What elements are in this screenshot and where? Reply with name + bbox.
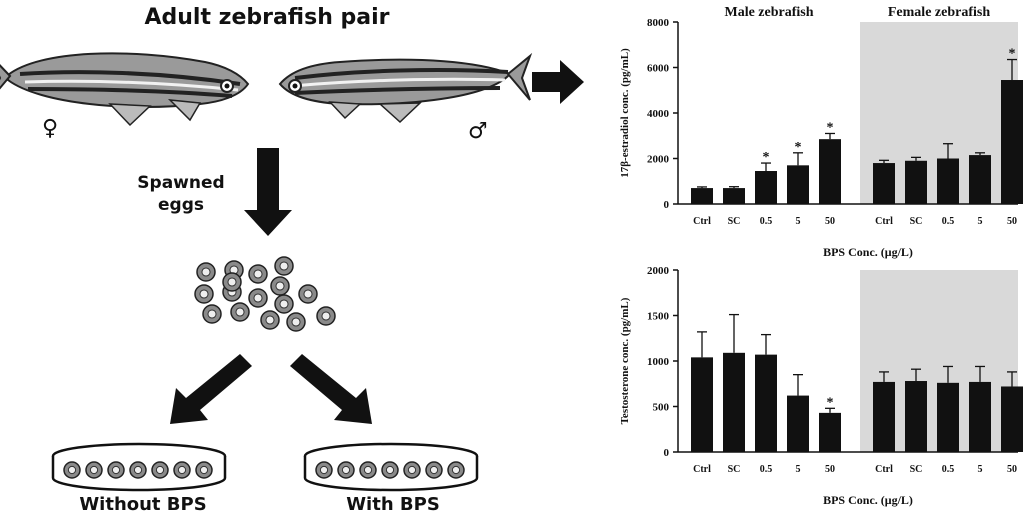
y-axis-label: Testosterone conc. (pg/mL)	[619, 297, 631, 424]
female-symbol: ♀	[42, 116, 58, 141]
category-label: SC	[728, 216, 741, 227]
category-label: SC	[910, 216, 923, 227]
experiment-illustration: Adult zebrafish pair ♀ ♂ Spawned eggs	[0, 5, 584, 512]
category-label: 50	[825, 216, 835, 227]
y-tick-label: 6000	[647, 63, 670, 75]
male-symbol: ♂	[468, 119, 488, 144]
testosterone-chart: 0 500 1000 1500 2000 Testosterone conc. (pg/m…	[619, 265, 1023, 507]
male-fish-icon	[278, 52, 533, 124]
female-fish-icon	[0, 52, 250, 127]
x-axis-label: BPS Conc. (μg/L)	[823, 493, 913, 507]
bar	[755, 354, 777, 452]
dish-with-label: With BPS	[346, 494, 440, 512]
bar	[1001, 386, 1023, 452]
significance-mark: *	[827, 120, 834, 135]
dish-without-label: Without BPS	[79, 494, 206, 512]
y-tick-label: 8000	[647, 17, 670, 29]
bar	[691, 188, 713, 204]
y-axis-label: 17β-estradiol conc. (pg/mL)	[619, 48, 631, 178]
bar	[969, 381, 991, 452]
bar	[819, 412, 841, 452]
y-tick-label: 500	[653, 402, 670, 414]
y-tick-label: 0	[664, 447, 670, 459]
y-tick-label: 0	[664, 199, 670, 211]
bar	[905, 160, 927, 204]
dish-without-bps	[51, 442, 227, 492]
dish-with-bps	[303, 442, 479, 492]
bar	[873, 163, 895, 204]
category-label: 5	[978, 464, 983, 475]
category-label: Ctrl	[693, 464, 711, 475]
diagonal-arrow-right-icon	[290, 354, 372, 424]
category-label: 50	[1007, 216, 1017, 227]
bar	[723, 352, 745, 452]
significance-mark: *	[763, 150, 770, 165]
group-title-female: Female zebrafish	[888, 5, 990, 20]
diagonal-arrow-left-icon	[170, 354, 252, 424]
bar	[969, 155, 991, 204]
category-label: SC	[728, 464, 741, 475]
figure-title: Adult zebrafish pair	[144, 5, 389, 30]
x-axis-label: BPS Conc. (μg/L)	[823, 245, 913, 259]
bar	[691, 357, 713, 452]
bar	[937, 158, 959, 204]
bar	[787, 165, 809, 204]
bar	[905, 381, 927, 452]
bar	[755, 171, 777, 204]
category-label: Ctrl	[875, 464, 893, 475]
significance-mark: *	[1009, 47, 1016, 62]
significance-mark: *	[795, 140, 802, 155]
estradiol-chart: 0 2000 4000 6000 8000 17β-estradiol conc. (pg…	[619, 5, 1023, 259]
group-title-male: Male zebrafish	[724, 5, 813, 20]
step-label-line1: Spawned	[137, 173, 224, 193]
bar	[819, 139, 841, 204]
significance-mark: *	[827, 395, 834, 410]
category-label: 0.5	[942, 464, 955, 475]
category-label: 5	[796, 216, 801, 227]
category-label: 5	[796, 464, 801, 475]
y-tick-label: 1000	[647, 356, 670, 368]
category-label: Ctrl	[693, 216, 711, 227]
y-tick-label: 4000	[647, 108, 670, 120]
step-label-line2: eggs	[158, 195, 204, 215]
category-label: 5	[978, 216, 983, 227]
y-tick-label: 2000	[647, 154, 670, 166]
category-label: 50	[1007, 464, 1017, 475]
bar	[787, 395, 809, 452]
category-label: 0.5	[760, 216, 773, 227]
category-label: SC	[910, 464, 923, 475]
eggs-cluster	[194, 256, 336, 332]
down-arrow-icon	[244, 148, 292, 236]
y-tick-label: 2000	[647, 265, 670, 277]
bar	[937, 382, 959, 452]
category-label: Ctrl	[875, 216, 893, 227]
bar	[1001, 80, 1023, 204]
bar	[873, 381, 895, 452]
category-label: 0.5	[760, 464, 773, 475]
category-label: 50	[825, 464, 835, 475]
bar	[723, 188, 745, 204]
category-label: 0.5	[942, 216, 955, 227]
right-arrow-icon	[532, 60, 584, 104]
y-tick-label: 1500	[647, 311, 670, 323]
